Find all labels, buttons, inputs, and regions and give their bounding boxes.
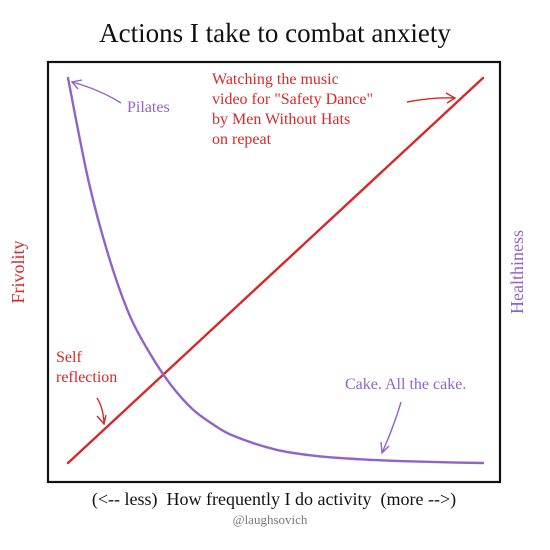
- plot-frame: [46, 60, 502, 484]
- annotation-arrowhead: [380, 441, 390, 455]
- annotation-2: Watching the music video for "Safety Danc…: [212, 71, 457, 148]
- annotation-3: Self reflection: [56, 349, 117, 426]
- annotation-arrowhead: [445, 92, 457, 104]
- chart-title: Actions I take to combat anxiety: [99, 18, 451, 48]
- annotation-arrowhead: [70, 79, 83, 90]
- y-axis-label-left: Frivolity: [8, 240, 28, 303]
- annotation-1: Pilates: [70, 79, 170, 116]
- annotation-arrow: [406, 97, 456, 103]
- annotation-4: Cake. All the cake.: [345, 376, 466, 455]
- credit-text: @laughsovich: [233, 512, 308, 527]
- annotation-layer: Pilates Watching the music video for "Safe…: [56, 71, 466, 455]
- annotation-text: Self reflection: [56, 349, 117, 386]
- series-line-frivolity: [66, 76, 485, 465]
- series-layer: [66, 76, 485, 465]
- annotation-arrowhead: [96, 414, 107, 426]
- y-axis-label-right: Healthiness: [507, 230, 527, 314]
- series-line-healthiness: [66, 76, 485, 465]
- annotation-text: Pilates: [127, 99, 170, 116]
- annotation-arrow: [96, 397, 105, 425]
- annotation-arrow: [71, 81, 122, 104]
- annotation-text: Watching the music video for "Safety Danc…: [212, 71, 373, 148]
- annotation-text: Cake. All the cake.: [345, 376, 466, 393]
- x-axis-label: (<-- less) How frequently I do activity …: [92, 489, 456, 510]
- annotation-arrow: [381, 401, 402, 454]
